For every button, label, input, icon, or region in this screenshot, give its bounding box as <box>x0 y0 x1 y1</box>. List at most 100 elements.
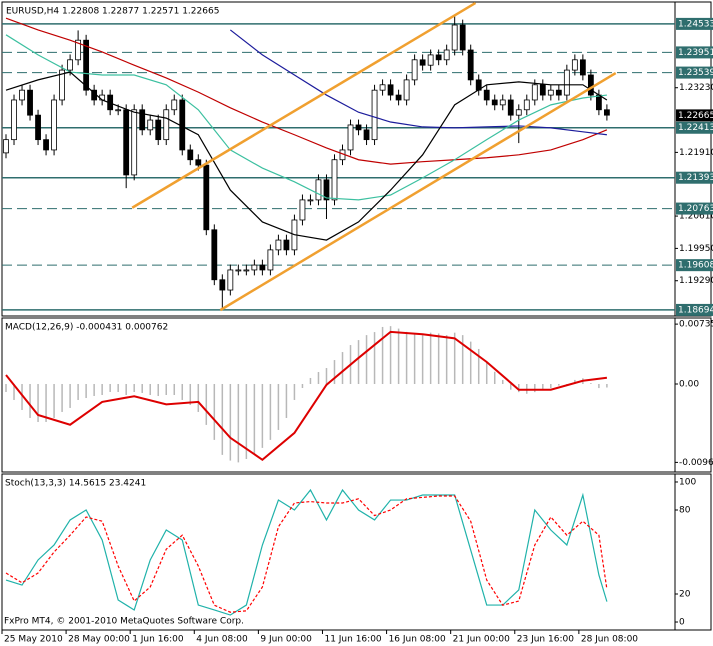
y-tick-label: 1.19950 <box>679 244 713 254</box>
histogram-bar <box>445 335 448 384</box>
candle-body <box>523 99 530 111</box>
histogram-bar <box>117 384 119 392</box>
candle-body <box>371 89 378 141</box>
histogram-bar <box>213 384 216 440</box>
indicator-line <box>5 488 608 616</box>
x-tick-label: 11 Jun 16:00 <box>324 635 381 645</box>
histogram-bar <box>421 335 424 384</box>
histogram-bar <box>550 384 552 389</box>
histogram-bar <box>149 384 151 395</box>
histogram-bar <box>173 384 176 395</box>
level-label-box <box>676 121 713 134</box>
channel-line <box>219 71 617 312</box>
candle-body <box>427 54 434 66</box>
histogram-bar <box>13 384 15 400</box>
histogram-bar <box>141 384 143 393</box>
candle-body <box>555 89 562 96</box>
x-tick-label: 28 Jun 08:00 <box>581 635 638 645</box>
candle-body <box>51 99 57 151</box>
candle-body <box>579 59 586 76</box>
candle-body <box>539 84 546 96</box>
candle-body <box>563 69 570 96</box>
candle-body <box>123 109 130 176</box>
histogram-bar <box>293 384 296 400</box>
level-label: 1.19608 <box>678 261 713 271</box>
candle-body <box>307 199 314 202</box>
histogram-bar <box>397 328 400 384</box>
histogram-bar <box>221 384 224 455</box>
histogram-bar <box>77 384 79 400</box>
histogram-bar <box>53 384 55 418</box>
candle-body <box>3 139 9 154</box>
candle-body <box>259 264 266 271</box>
histogram-bar <box>405 331 408 384</box>
candle-body <box>595 94 602 111</box>
indicator-line <box>5 17 608 165</box>
candle-body <box>587 74 594 96</box>
indicator-line <box>5 34 607 201</box>
candle-body <box>227 269 234 291</box>
histogram-bar <box>325 368 328 384</box>
level-label-box <box>676 46 713 59</box>
histogram-bar <box>357 340 360 384</box>
histogram-bar <box>317 372 320 384</box>
histogram-bar <box>109 384 111 392</box>
histogram-bar <box>69 384 71 408</box>
histogram-bar <box>205 384 208 425</box>
histogram-bar <box>229 384 232 461</box>
candle-body <box>83 39 90 91</box>
candle-body <box>219 279 226 291</box>
y-tick-label: 80 <box>679 505 691 515</box>
candle-body <box>163 109 170 141</box>
candle-body <box>59 69 65 101</box>
y-tick-label: 1.21910 <box>679 148 713 158</box>
axis-frame <box>674 473 712 631</box>
histogram-bar <box>469 341 472 384</box>
histogram-bar <box>29 384 31 418</box>
candle-body <box>531 84 538 101</box>
x-tick-label: 16 Jun 08:00 <box>389 635 446 645</box>
axis-frame <box>674 1 712 317</box>
candle-body <box>515 109 522 116</box>
panel-title: MACD(12,26,9) -0.000431 0.000762 <box>5 323 168 333</box>
candle-body <box>155 119 162 141</box>
histogram-bar <box>245 384 248 459</box>
histogram-bar <box>477 348 480 384</box>
level-label: 1.18694 <box>678 305 713 315</box>
channel-line <box>131 2 477 209</box>
histogram-bar <box>485 362 488 384</box>
histogram-bar <box>518 384 520 393</box>
candle-body <box>35 114 41 141</box>
last-price-label: 1.22665 <box>678 111 713 121</box>
candle-body <box>467 49 474 81</box>
candle-body <box>387 84 394 96</box>
y-tick-label: 1.20610 <box>679 212 713 222</box>
candle-body <box>395 94 402 101</box>
candle-body <box>363 129 370 141</box>
candle-body <box>171 99 178 111</box>
candle-body <box>115 109 122 112</box>
candle-body <box>251 264 258 271</box>
y-tick-label: 0 <box>679 618 685 628</box>
y-tick-label: 1.23230 <box>679 83 713 93</box>
histogram-bar <box>285 384 288 418</box>
histogram-bar <box>157 384 159 396</box>
candle-body <box>411 59 418 81</box>
level-label-box <box>676 303 713 316</box>
candle-body <box>331 159 338 201</box>
level-label: 1.23539 <box>678 68 713 78</box>
histogram-bar <box>461 335 464 384</box>
candle-body <box>19 89 25 101</box>
plot-area <box>2 2 675 312</box>
candle-body <box>403 79 410 101</box>
y-tick-label: 1.19290 <box>679 276 713 286</box>
x-tick-label: 28 May 00:00 <box>68 635 130 645</box>
level-label: 1.22413 <box>678 123 713 133</box>
candle-body <box>603 109 610 116</box>
candle-body <box>547 89 554 96</box>
level-label-box <box>676 259 713 272</box>
candle-body <box>347 124 354 151</box>
histogram-bar <box>373 332 376 384</box>
